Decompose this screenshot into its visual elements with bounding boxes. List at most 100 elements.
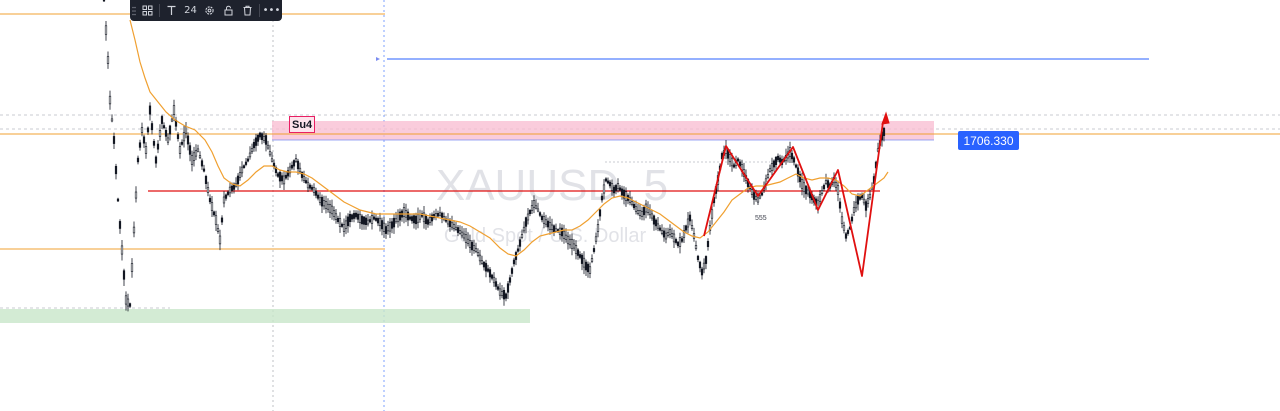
candle-body: [170, 118, 174, 122]
candle-body: [348, 214, 352, 223]
candle-body: [276, 173, 280, 177]
candle-body: [160, 116, 164, 124]
drag-handle[interactable]: [130, 0, 138, 21]
candle-body: [474, 248, 478, 252]
candle-body: [834, 182, 838, 188]
candle-body: [138, 142, 142, 148]
candle-body: [518, 239, 522, 247]
candle-body: [842, 225, 846, 231]
candle-body: [776, 155, 780, 161]
candle-body: [520, 234, 524, 238]
drawing-toolbar: 24 •••: [130, 0, 282, 21]
candle-body: [472, 245, 476, 251]
candle-body: [482, 261, 486, 268]
candle-body: [592, 248, 596, 252]
candle-body: [204, 176, 208, 185]
templates-icon[interactable]: [138, 0, 157, 21]
candle-body: [580, 254, 584, 264]
candle-body: [116, 198, 120, 202]
candle-body: [278, 171, 282, 182]
candle-body: [412, 215, 416, 224]
candle-body: [322, 200, 326, 207]
candle-body: [686, 218, 690, 228]
candle-body: [430, 214, 434, 222]
candle-body: [176, 134, 180, 140]
candle-body: [190, 155, 194, 165]
candle-body: [238, 172, 242, 178]
candle-body: [374, 217, 378, 221]
candle-body: [618, 187, 622, 191]
candle-body: [424, 215, 428, 224]
candle-body: [492, 276, 496, 284]
candle-body: [866, 198, 870, 205]
candle-body: [484, 263, 488, 272]
trash-icon[interactable]: [238, 0, 257, 21]
candle-body: [772, 160, 776, 168]
candle-body: [158, 130, 162, 137]
candle-body: [198, 155, 202, 159]
candle-body: [418, 213, 422, 220]
candle-body: [208, 197, 212, 203]
candle-body: [214, 215, 218, 225]
candle-body: [130, 263, 134, 272]
candle-body: [396, 213, 400, 223]
candle-body: [334, 213, 338, 220]
candle-body: [416, 214, 420, 223]
candle-body: [508, 277, 512, 283]
candle-body: [564, 234, 568, 240]
candle-body: [796, 167, 800, 177]
blue-level-handle[interactable]: [376, 57, 380, 61]
candle-body: [684, 225, 688, 231]
candle-body: [536, 208, 540, 212]
lock-icon[interactable]: [219, 0, 238, 21]
candle-body: [614, 185, 618, 191]
candle-body: [612, 186, 616, 194]
candle-body: [672, 233, 676, 243]
candle-body: [500, 290, 504, 296]
candle-body: [732, 164, 736, 168]
candle-body: [820, 190, 824, 195]
settings-icon[interactable]: [200, 0, 219, 21]
candle-body: [338, 218, 342, 227]
candle-body: [346, 216, 350, 227]
candle-body: [342, 224, 346, 232]
candle-body: [230, 185, 234, 191]
candle-body: [182, 132, 186, 142]
candle-body: [532, 200, 536, 208]
candle-body: [690, 225, 694, 230]
candle-body: [370, 215, 374, 224]
candle-body: [794, 164, 798, 168]
candle-body: [360, 215, 364, 225]
candle-body: [766, 174, 770, 178]
candle-body: [196, 148, 200, 152]
text-icon[interactable]: [162, 0, 181, 21]
resistance-zone[interactable]: [272, 121, 934, 140]
candle-body: [818, 194, 822, 202]
more-icon[interactable]: •••: [262, 5, 281, 16]
candle-body: [356, 213, 360, 220]
candle-body: [438, 212, 442, 216]
candle-body: [658, 227, 662, 231]
candle-body: [102, 0, 106, 2]
candle-body: [778, 157, 782, 163]
candle-body: [550, 224, 554, 230]
candle-body: [292, 160, 296, 167]
zone-label[interactable]: Su4: [289, 116, 316, 133]
candle-body: [164, 130, 168, 137]
candle-body: [554, 228, 558, 232]
candle-body: [512, 259, 516, 265]
candle-body: [382, 222, 386, 232]
candle-body: [636, 210, 640, 214]
candle-body: [498, 288, 502, 296]
candle-body: [470, 241, 474, 251]
candle-body: [604, 178, 608, 182]
candle-body: [680, 238, 684, 242]
font-size-button[interactable]: 24: [184, 5, 197, 16]
support-zone[interactable]: [0, 309, 530, 323]
candle-body: [386, 225, 390, 232]
candle-body: [656, 223, 660, 229]
candle-body: [402, 207, 406, 217]
candle-body: [462, 233, 466, 239]
candle-body: [486, 268, 490, 272]
